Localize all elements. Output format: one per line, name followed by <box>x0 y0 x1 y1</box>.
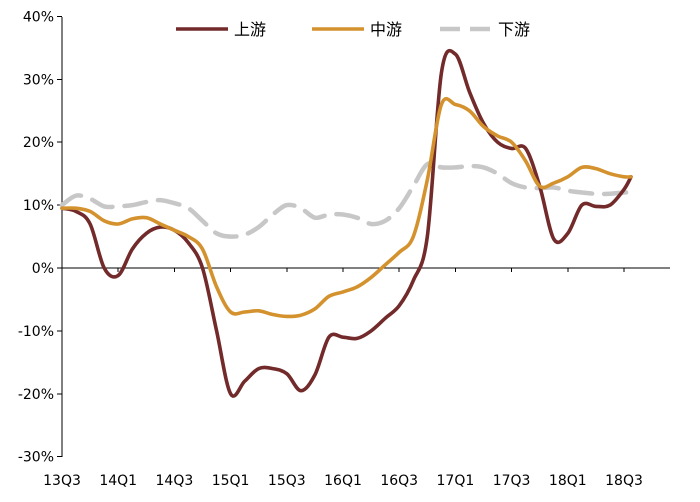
legend-label: 中游 <box>370 20 402 39</box>
y-axis: -30% -20% -10% 0% 10% 20% 30% 40% <box>18 9 63 466</box>
y-tick-label: 10% <box>23 198 54 214</box>
legend-downstream: 下游 <box>440 20 530 39</box>
x-tick-label: 14Q1 <box>99 473 137 489</box>
legend-midstream: 中游 <box>312 20 402 39</box>
x-tick-label: 16Q1 <box>324 473 362 489</box>
y-tick-label: 20% <box>23 135 54 151</box>
legend-upstream: 上游 <box>176 20 266 39</box>
plot-lines <box>59 48 634 398</box>
x-tick-label: 18Q1 <box>549 473 587 489</box>
legend-label: 下游 <box>498 20 530 39</box>
midstream-series-line <box>60 96 633 319</box>
x-tick-label: 13Q3 <box>43 473 81 489</box>
upstream-series-line <box>60 48 633 398</box>
x-tick-label: 18Q3 <box>605 473 643 489</box>
y-tick-label: -10% <box>18 324 54 340</box>
x-tick-label: 14Q3 <box>156 473 194 489</box>
downstream-series-line <box>59 161 634 239</box>
y-tick-label: 30% <box>23 72 54 88</box>
x-tick-label: 17Q1 <box>437 473 475 489</box>
x-tick-label: 15Q3 <box>268 473 306 489</box>
x-tick-label: 15Q1 <box>212 473 250 489</box>
legend-label: 上游 <box>234 20 266 39</box>
y-tick-label: 0% <box>32 261 54 277</box>
x-tick-label: 17Q3 <box>493 473 531 489</box>
x-tick-label: 16Q3 <box>380 473 418 489</box>
y-tick-label: -30% <box>18 450 54 466</box>
x-axis: 13Q3 14Q1 14Q3 15Q1 15Q3 16Q1 16Q3 17Q1 17Q3 18Q1… <box>43 267 670 489</box>
y-tick-label: 40% <box>23 9 54 25</box>
y-tick-label: -20% <box>18 387 54 403</box>
legend: 上游 中游 下游 <box>176 20 530 39</box>
